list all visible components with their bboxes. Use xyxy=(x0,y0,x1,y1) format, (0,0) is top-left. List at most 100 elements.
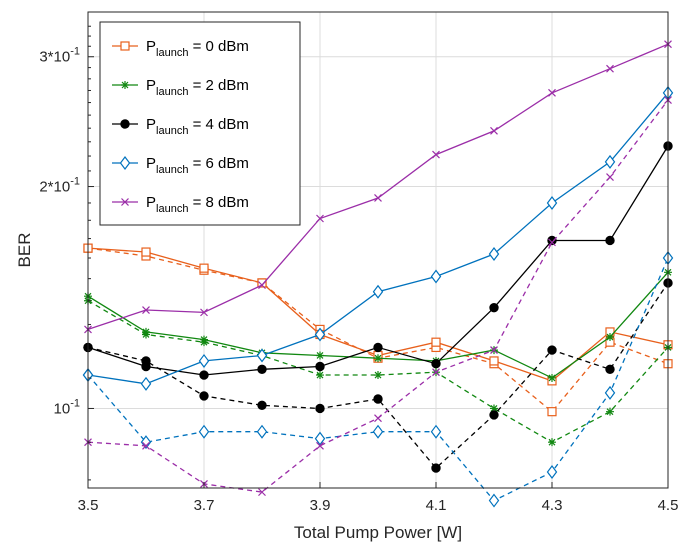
data-point xyxy=(257,278,267,288)
data-point xyxy=(548,438,556,447)
data-point xyxy=(606,64,614,73)
data-point xyxy=(606,333,614,342)
x-tick-label: 3.5 xyxy=(78,497,99,514)
legend-label: Plaunch = 0 dBm xyxy=(146,38,249,59)
data-point xyxy=(258,281,266,290)
data-point xyxy=(141,361,151,372)
series-line-dashed xyxy=(87,282,669,470)
plot-frame xyxy=(87,11,669,489)
data-point xyxy=(430,269,442,284)
legend-label: Plaunch = 8 dBm xyxy=(146,194,249,215)
data-point xyxy=(142,306,150,314)
legend-marker xyxy=(121,198,129,206)
data-point xyxy=(198,424,210,439)
data-point xyxy=(547,345,557,355)
legend: Plaunch = 0 dBm Plaunch = 2 dBm Plaunch = … xyxy=(99,21,301,226)
data-point xyxy=(256,348,268,363)
data-point xyxy=(547,407,557,417)
data-point xyxy=(373,394,383,404)
data-point xyxy=(373,342,383,353)
data-point xyxy=(257,364,267,375)
data-point xyxy=(547,235,557,246)
data-point xyxy=(432,150,440,159)
data-point xyxy=(142,327,150,336)
y-tick-label: 3*10-1 xyxy=(39,46,80,66)
data-point xyxy=(141,247,151,257)
data-point xyxy=(604,154,616,169)
legend-item: Plaunch = 8 dBm xyxy=(112,194,249,215)
legend-marker xyxy=(121,81,129,89)
data-point xyxy=(374,371,382,380)
x-tick-label: 3.7 xyxy=(194,497,215,514)
legend-item: Plaunch = 4 dBm xyxy=(112,116,249,137)
data-point xyxy=(314,431,326,446)
series-layer xyxy=(82,40,674,508)
data-point xyxy=(548,373,556,382)
data-point xyxy=(431,359,441,369)
y-tick-label: 10-1 xyxy=(54,397,80,417)
data-point xyxy=(314,327,326,342)
data-point xyxy=(256,424,268,439)
data-point xyxy=(548,88,556,97)
data-point xyxy=(258,488,266,497)
data-point xyxy=(199,263,209,273)
data-point xyxy=(605,235,615,246)
series-4 xyxy=(84,40,672,497)
data-point xyxy=(488,247,500,262)
data-point xyxy=(489,410,499,420)
data-point xyxy=(374,194,382,202)
data-point xyxy=(140,376,152,391)
data-point xyxy=(316,371,324,380)
data-point xyxy=(372,284,384,299)
y-axis-label: BER xyxy=(15,233,34,268)
data-point xyxy=(199,370,209,380)
series-line-dashed xyxy=(87,247,669,413)
data-point xyxy=(490,346,498,355)
data-point xyxy=(374,354,382,363)
legend-item: Plaunch = 2 dBm xyxy=(112,77,249,98)
data-point xyxy=(604,385,616,400)
legend-marker xyxy=(120,41,130,51)
data-point xyxy=(374,414,382,423)
data-point xyxy=(315,361,325,372)
x-tick-label: 4.1 xyxy=(426,497,447,514)
data-point xyxy=(488,493,500,508)
series-line-dashed xyxy=(87,257,669,502)
data-point xyxy=(198,353,210,368)
ticks: 3.5 3.7 3.9 4.1 4.3 4.5 10-1 2*10-1 3*10-1 xyxy=(39,25,679,514)
x-tick-label: 3.9 xyxy=(310,497,331,514)
data-point xyxy=(431,463,441,473)
data-point xyxy=(372,424,384,439)
data-point xyxy=(490,404,498,413)
data-point xyxy=(431,337,441,347)
x-tick-label: 4.5 xyxy=(658,497,679,514)
data-point xyxy=(316,351,324,360)
data-point xyxy=(199,391,209,401)
data-point xyxy=(605,364,615,375)
data-point xyxy=(315,403,325,414)
data-point xyxy=(200,308,208,317)
data-point xyxy=(316,441,324,450)
data-point xyxy=(606,173,614,182)
x-axis-label: Total Pump Power [W] xyxy=(294,523,462,542)
data-point xyxy=(489,356,499,366)
data-point xyxy=(316,214,324,223)
data-point xyxy=(257,400,267,410)
legend-label: Plaunch = 6 dBm xyxy=(146,155,249,176)
legend-marker xyxy=(119,156,131,170)
data-point xyxy=(546,464,558,479)
data-point xyxy=(142,441,150,450)
data-point xyxy=(432,368,440,377)
legend-label: Plaunch = 4 dBm xyxy=(146,116,249,137)
legend-item: Plaunch = 0 dBm xyxy=(112,38,249,59)
legend-item: Plaunch = 6 dBm xyxy=(112,155,249,176)
data-point xyxy=(489,302,499,313)
data-point xyxy=(606,407,614,416)
data-point xyxy=(548,238,556,247)
data-point xyxy=(430,424,442,439)
data-point xyxy=(200,335,208,344)
data-point xyxy=(490,126,498,135)
data-point xyxy=(546,195,558,210)
x-tick-label: 4.3 xyxy=(542,497,563,514)
